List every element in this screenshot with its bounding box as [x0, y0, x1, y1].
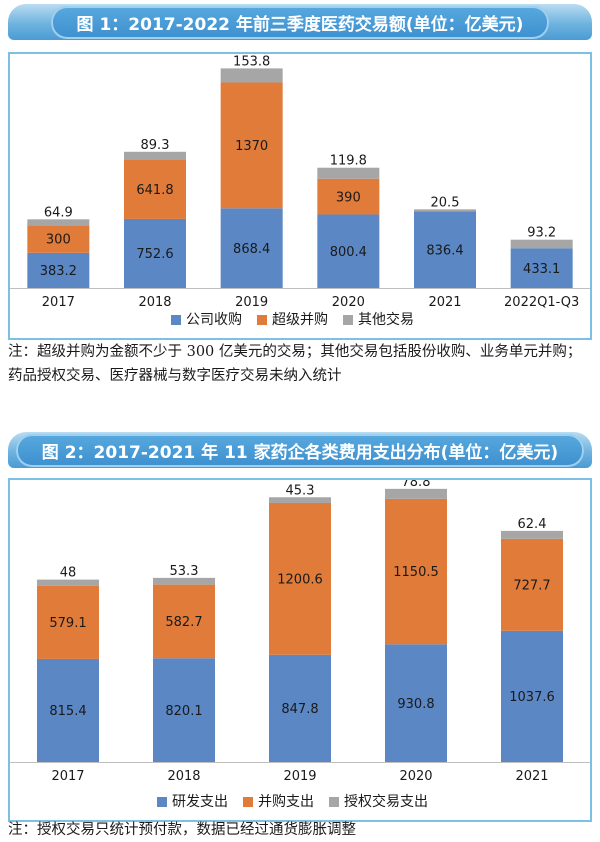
chart2-tick-2019: 2019 — [283, 769, 316, 784]
chart1-tick-2017: 2017 — [42, 295, 75, 310]
chart1-label-2020-s2: 119.8 — [330, 154, 367, 169]
chart2-label-2017-s0: 815.4 — [49, 704, 86, 719]
chart1-bar-2022Q1-Q3-s0 — [510, 248, 573, 288]
chart1-tick-2019: 2019 — [235, 295, 268, 310]
chart2-svg: 815.4 579.1 48 2017 820.1 582.7 53.3 2018 847.8 1… — [10, 475, 590, 810]
chart2-label-2020-s1: 1150.5 — [393, 565, 439, 580]
chart2-bar-2019-s2 — [269, 497, 331, 503]
chart1-legend-label-2: 其他交易 — [358, 311, 414, 328]
chart1-label-2019-s2: 153.8 — [233, 54, 270, 69]
chart1-bar-2022Q1-Q3-s2 — [510, 239, 573, 249]
chart1-label-2019-s0: 868.4 — [233, 242, 270, 257]
chart2-title: 图 2：2017-2021 年 11 家药企各类费用支出分布(单位：亿美元) — [15, 433, 585, 467]
chart2-label-2018-s2: 53.3 — [170, 564, 199, 579]
chart1-label-2021-s0: 836.4 — [426, 243, 463, 258]
chart2-bar-2017-s1 — [37, 585, 99, 659]
chart1-note: 注：超级并购为金额不少于 300 亿美元的交易；其他交易包括股份收购、业务单元并… — [8, 344, 582, 384]
chart2-tick-2018: 2018 — [167, 769, 200, 784]
chart1-label-2018-s1: 641.8 — [136, 183, 173, 198]
chart2-label-2020-s2: 78.8 — [402, 480, 431, 490]
chart1-bar-2020-s0 — [317, 214, 380, 288]
chart1-label-2017-s0: 383.2 — [40, 264, 77, 279]
chart2-bar-2020-s0 — [385, 644, 447, 762]
chart2-bar-2018-s2 — [153, 577, 215, 585]
chart1-legend-swatch-2 — [343, 315, 353, 325]
chart2-tick-2021: 2021 — [515, 769, 548, 784]
chart2-legend-swatch-0 — [157, 797, 167, 807]
chart1-svg: 383.2 300 64.9 2017 752.6 641.8 89.3 2018 868.4 1… — [10, 54, 590, 328]
chart1-label-2021-s2: 20.5 — [431, 195, 460, 210]
chart1-tick-2022Q1-Q3: 2022Q1-Q3 — [504, 295, 579, 310]
chart1-label-2020-s0: 800.4 — [330, 245, 367, 260]
chart2-bar-2017-s2 — [37, 579, 99, 586]
chart2-bar-2018-s0 — [153, 658, 215, 762]
chart1-tick-2018: 2018 — [138, 295, 171, 310]
chart2-bar-2021-s1 — [501, 538, 563, 631]
chart2-tick-2017: 2017 — [51, 769, 84, 784]
chart1-bar-2019-s0 — [220, 208, 283, 288]
chart2-label-2021-s0: 1037.6 — [509, 690, 555, 705]
chart2-bar-2020-s1 — [385, 498, 447, 645]
chart2-bar-2021-s2 — [501, 530, 563, 539]
chart2-note: 注：授权交易只统计预付款，数据已经过通货膨胀调整 — [8, 822, 356, 838]
chart2-bar-2021-s0 — [501, 630, 563, 762]
chart2-legend-label-2: 授权交易支出 — [344, 793, 428, 810]
chart2-bar-2019-s1 — [269, 502, 331, 655]
chart1-legend-label-1: 超级并购 — [272, 312, 328, 328]
chart1-bar-2019-s1 — [220, 82, 283, 209]
chart1-bar-2018-s2 — [124, 151, 186, 160]
chart2-label-2021-s2: 62.4 — [518, 517, 547, 532]
chart2-frame: 815.4 579.1 48 2017 820.1 582.7 53.3 2018 847.8 1… — [8, 475, 592, 822]
chart1-legend-swatch-1 — [257, 315, 267, 325]
chart1-bar-2018-s0 — [124, 218, 186, 288]
chart2-label-2020-s0: 930.8 — [397, 697, 434, 712]
chart1-bar-2020-s1 — [317, 178, 380, 215]
chart1-bar-2017-s1 — [27, 225, 90, 253]
chart2-legend-swatch-1 — [243, 797, 253, 807]
chart1-legend-swatch-0 — [171, 315, 181, 325]
chart2-label-2019-s2: 45.3 — [286, 483, 315, 498]
chart1-label-2020-s1: 390 — [336, 190, 361, 205]
chart1-label-2017-s2: 64.9 — [44, 205, 73, 220]
chart1-label-2017-s1: 300 — [46, 233, 71, 248]
chart1-bar-2017-s0 — [27, 252, 90, 288]
chart1-label-2022Q1-Q3-s0: 433.1 — [523, 262, 560, 277]
chart1-bar-2019-s2 — [220, 68, 283, 83]
chart1-bar-2021-s2 — [414, 209, 476, 212]
chart2-label-2019-s0: 847.8 — [281, 702, 318, 717]
chart1-label-2018-s0: 752.6 — [136, 247, 173, 262]
chart1-title: 图 1：2017-2022 年前三季度医药交易额(单位：亿美元) — [50, 5, 550, 39]
chart2-label-2019-s1: 1200.6 — [277, 573, 323, 588]
chart1-frame: 383.2 300 64.9 2017 752.6 641.8 89.3 2018 868.4 1… — [8, 52, 592, 340]
chart2-tick-2020: 2020 — [399, 769, 432, 784]
chart2-label-2017-s2: 48 — [60, 566, 77, 581]
chart1-title-banner: 图 1：2017-2022 年前三季度医药交易额(单位：亿美元) — [8, 4, 592, 40]
chart2-legend-label-0: 研发支出 — [172, 794, 228, 810]
chart1-bar-2017-s2 — [27, 219, 90, 226]
chart2-bar-2019-s0 — [269, 654, 331, 762]
chart2-label-2021-s1: 727.7 — [513, 578, 550, 593]
chart1-bar-2021-s0 — [414, 211, 476, 288]
chart1-bar-2018-s1 — [124, 159, 186, 219]
chart1-label-2019-s1: 1370 — [235, 139, 268, 154]
chart2-bar-2017-s0 — [37, 658, 99, 762]
chart1-label-2022Q1-Q3-s2: 93.2 — [527, 226, 556, 241]
chart2-label-2018-s0: 820.1 — [165, 704, 202, 719]
chart2-bar-2020-s2 — [385, 488, 447, 499]
chart2-bar-2018-s1 — [153, 584, 215, 659]
chart1-tick-2021: 2021 — [428, 295, 461, 310]
chart1-legend-label-0: 公司收购 — [186, 312, 242, 328]
chart2-legend-label-1: 并购支出 — [258, 794, 314, 810]
chart1-tick-2020: 2020 — [332, 295, 365, 310]
chart1-bar-2020-s2 — [317, 167, 380, 179]
chart2-label-2017-s1: 579.1 — [49, 616, 86, 631]
chart1-label-2018-s2: 89.3 — [141, 138, 170, 153]
chart2-label-2018-s1: 582.7 — [165, 615, 202, 630]
chart2-title-banner: 图 2：2017-2021 年 11 家药企各类费用支出分布(单位：亿美元) — [8, 432, 592, 468]
chart2-legend-swatch-2 — [329, 797, 339, 807]
